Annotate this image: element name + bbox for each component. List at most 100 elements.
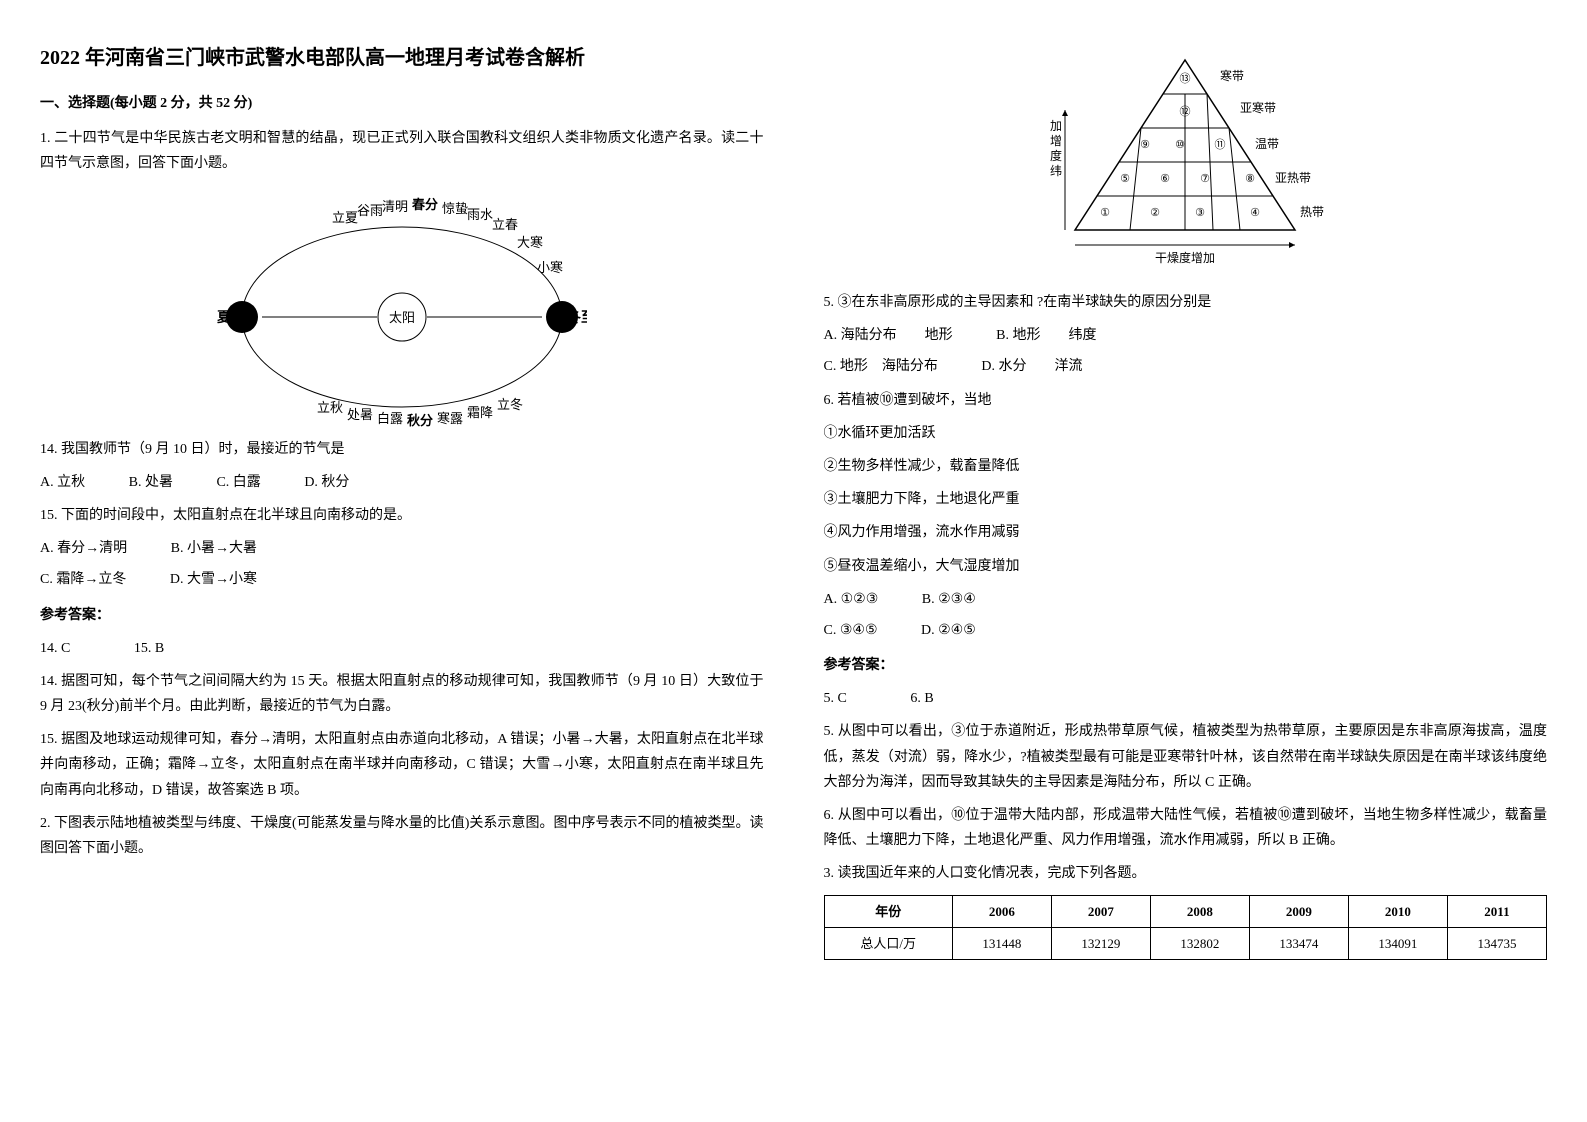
right-label: 冬至 (567, 309, 587, 326)
opt-a: A. 海陆分布 地形 (824, 323, 953, 348)
answers-2: 5. C 6. B (824, 686, 1548, 711)
cell: ⑫ (1180, 105, 1191, 118)
zone: 热带 (1300, 205, 1324, 219)
opt-b: B. 处暑 (129, 470, 173, 495)
opt-c: C. 霜降→立冬 (40, 567, 126, 592)
exp15: 15. 据图及地球运动规律可知，春分→清明，太阳直射点由赤道向北移动，A 错误；… (40, 727, 764, 803)
answers-1: 14. C 15. B (40, 636, 764, 661)
q6-opts: A. ①②③ B. ②③④ (824, 587, 1548, 612)
y-label: 度 (1050, 148, 1062, 163)
opt-b: B. ②③④ (922, 587, 976, 612)
td: 132802 (1150, 927, 1249, 959)
term-bottom: 处暑 (347, 407, 373, 422)
exp6: 6. 从图中可以看出，⑩位于温带大陆内部，形成温带大陆性气候，若植被⑩遭到破坏，… (824, 803, 1548, 853)
exp14: 14. 据图可知，每个节气之间间隔大约为 15 天。根据太阳直射点的移动规律可知… (40, 669, 764, 719)
x-label: 干燥度增加 (1155, 250, 1215, 265)
term-bottom: 霜降 (467, 405, 493, 420)
opt-d: D. 水分 洋流 (981, 354, 1082, 379)
term-top: 立夏 (332, 210, 358, 225)
q15-options: A. 春分→清明 B. 小暑→大暑 (40, 536, 764, 561)
cell: ① (1100, 207, 1110, 219)
td: 133474 (1249, 927, 1348, 959)
zone: 温带 (1255, 137, 1279, 151)
table-row: 总人口/万 131448 132129 132802 133474 134091… (824, 927, 1547, 959)
solar-terms-diagram: 太阳 立夏 谷雨 清明 春分 惊蛰 雨水 立春 大寒 小寒 夏至 冬至 立秋 处… (217, 187, 587, 427)
term-top: 清明 (382, 199, 408, 214)
ans5: 5. C (824, 691, 847, 706)
opt-b: B. 小暑→大暑 (171, 536, 257, 561)
th: 2011 (1447, 895, 1546, 927)
cell: ⑩ (1175, 139, 1185, 151)
term-top: 立春 (492, 217, 518, 232)
opt-a: A. 立秋 (40, 470, 85, 495)
td: 134091 (1348, 927, 1447, 959)
term-top: 惊蛰 (442, 201, 468, 216)
term-top: 小寒 (537, 260, 563, 275)
term-bottom: 立秋 (317, 400, 343, 415)
vegetation-diagram: ⑬ ⑫ ⑨ ⑩ ⑪ ⑤ ⑥ ⑦ ⑧ ① ② ③ ④ 寒带 亚寒带 温带 亚热带 … (1035, 50, 1335, 270)
term-bottom: 秋分 (407, 413, 433, 427)
answer-label: 参考答案： (40, 603, 764, 628)
opt-c: C. 白露 (216, 470, 260, 495)
opt-b: B. 地形 纬度 (996, 323, 1096, 348)
opt-c: C. ③④⑤ (824, 618, 878, 643)
td-label: 总人口/万 (824, 927, 952, 959)
th: 2007 (1051, 895, 1150, 927)
y-label: 加 (1050, 119, 1062, 133)
cell: ⑥ (1160, 173, 1170, 185)
zone: 寒带 (1220, 68, 1244, 83)
cell: ⑧ (1245, 173, 1255, 185)
q15-options-2: C. 霜降→立冬 D. 大雪→小寒 (40, 567, 764, 592)
term-bottom: 白露 (377, 411, 403, 426)
cell: ⑬ (1180, 72, 1191, 85)
term-top: 春分 (411, 197, 438, 212)
td: 134735 (1447, 927, 1546, 959)
th: 2010 (1348, 895, 1447, 927)
term-bottom: 立冬 (497, 397, 523, 412)
opt-d: D. ②④⑤ (921, 618, 976, 643)
exp5: 5. 从图中可以看出，③位于赤道附近，形成热带草原气候，植被类型为热带草原，主要… (824, 719, 1548, 795)
th: 2006 (952, 895, 1051, 927)
center-label: 太阳 (389, 310, 415, 325)
section-heading: 一、选择题(每小题 2 分，共 52 分) (40, 91, 764, 116)
q6-item: ⑤昼夜温差缩小，大气湿度增加 (824, 554, 1548, 579)
table-header-row: 年份 2006 2007 2008 2009 2010 2011 (824, 895, 1547, 927)
th: 2008 (1150, 895, 1249, 927)
opt-a: A. ①②③ (824, 587, 879, 612)
q14: 14. 我国教师节（9 月 10 日）时，最接近的节气是 (40, 437, 764, 462)
cell: ⑪ (1215, 138, 1226, 151)
th: 年份 (824, 895, 952, 927)
td: 131448 (952, 927, 1051, 959)
opt-a: A. 春分→清明 (40, 536, 127, 561)
th: 2009 (1249, 895, 1348, 927)
answer-label: 参考答案： (824, 653, 1548, 678)
ans6: 6. B (910, 691, 933, 706)
q5: 5. ③在东非高原形成的主导因素和 ?在南半球缺失的原因分别是 (824, 290, 1548, 315)
q6-item: ②生物多样性减少，载畜量降低 (824, 454, 1548, 479)
term-top: 大寒 (517, 235, 543, 250)
zone: 亚热带 (1275, 171, 1311, 185)
cell: ④ (1250, 207, 1260, 219)
q6: 6. 若植被⑩遭到破坏，当地 (824, 388, 1548, 413)
q3-intro: 3. 读我国近年来的人口变化情况表，完成下列各题。 (824, 861, 1548, 886)
term-bottom: 寒露 (437, 411, 463, 426)
ans15: 15. B (134, 641, 164, 656)
q6-opts-2: C. ③④⑤ D. ②④⑤ (824, 618, 1548, 643)
q5-opts-2: C. 地形 海陆分布 D. 水分 洋流 (824, 354, 1548, 379)
q14-options: A. 立秋 B. 处暑 C. 白露 D. 秋分 (40, 470, 764, 495)
opt-c: C. 地形 海陆分布 (824, 354, 938, 379)
q6-item: ③土壤肥力下降，土地退化严重 (824, 487, 1548, 512)
zone: 亚寒带 (1240, 100, 1276, 115)
ans14: 14. C (40, 641, 70, 656)
y-label: 纬 (1050, 164, 1062, 178)
q6-item: ④风力作用增强，流水作用减弱 (824, 520, 1548, 545)
q5-opts: A. 海陆分布 地形 B. 地形 纬度 (824, 323, 1548, 348)
opt-d: D. 大雪→小寒 (170, 567, 257, 592)
cell: ② (1150, 207, 1160, 219)
cell: ③ (1195, 207, 1205, 219)
cell: ⑤ (1120, 173, 1130, 185)
td: 132129 (1051, 927, 1150, 959)
q2-intro: 2. 下图表示陆地植被类型与纬度、干燥度(可能蒸发量与降水量的比值)关系示意图。… (40, 811, 764, 861)
population-table: 年份 2006 2007 2008 2009 2010 2011 总人口/万 1… (824, 895, 1548, 961)
q15: 15. 下面的时间段中，太阳直射点在北半球且向南移动的是。 (40, 503, 764, 528)
